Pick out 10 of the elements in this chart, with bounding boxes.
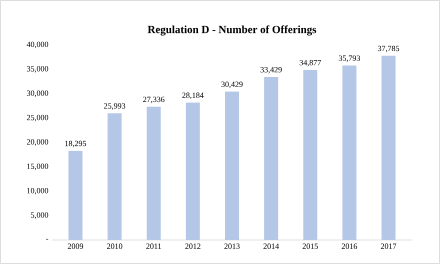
bar [186, 102, 200, 240]
bar [108, 113, 122, 240]
bar [146, 106, 161, 240]
bar [382, 56, 396, 240]
bar [342, 66, 356, 240]
bar [224, 92, 239, 240]
bar [264, 77, 278, 240]
bar [68, 150, 82, 240]
bar [303, 70, 318, 240]
chart-title: Regulation D - Number of Offerings [148, 25, 316, 36]
